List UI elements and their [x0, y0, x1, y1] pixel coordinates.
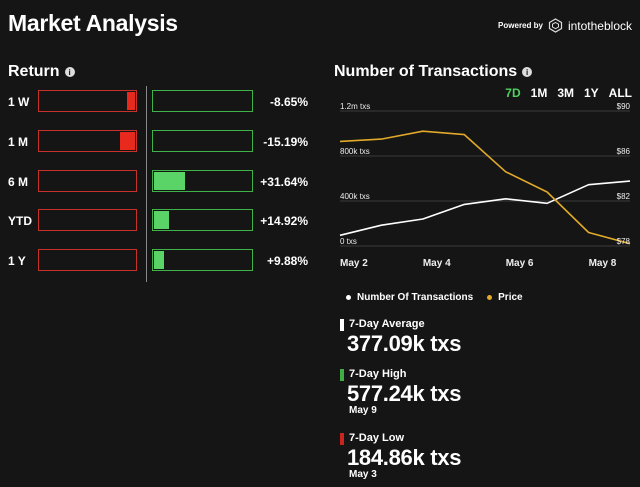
return-value: +14.92% [260, 214, 308, 228]
positive-return-fill [154, 172, 185, 190]
powered-by[interactable]: Powered by intotheblock [498, 18, 632, 33]
return-row: 1 Y +9.88% [0, 249, 330, 273]
return-heading: Return i [8, 63, 75, 81]
negative-return-bar [38, 249, 137, 271]
stat-average-bar [340, 319, 344, 331]
stat-average-value: 377.09k txs [347, 331, 462, 356]
y-left-tick-label: 400k txs [340, 192, 370, 201]
return-value: +9.88% [266, 254, 308, 268]
y-right-tick-label: $90 [617, 102, 631, 111]
stat-low-label: 7-Day Low [349, 432, 405, 444]
legend-transactions-label: Number Of Transactions [357, 292, 474, 303]
intotheblock-logo-icon [548, 18, 563, 33]
negative-return-fill [120, 132, 135, 150]
transactions-title: Number of Transactions [334, 63, 518, 80]
info-icon[interactable]: i [522, 67, 533, 77]
brand-name: intotheblock [567, 18, 632, 33]
x-tick-label: May 6 [506, 258, 534, 269]
legend-transactions[interactable]: Number Of Transactions [346, 292, 473, 303]
info-icon[interactable]: i [64, 67, 75, 77]
return-value: +31.64% [260, 175, 308, 189]
powered-by-label: Powered by [498, 21, 543, 30]
legend-dot-white [346, 294, 351, 300]
stat-high-label: 7-Day High [349, 368, 407, 380]
stat-average-label: 7-Day Average [349, 318, 425, 330]
legend-price-label: Price [498, 292, 523, 303]
stat-high-value: 577.24k txs [347, 381, 462, 406]
return-row: 6 M +31.64% [0, 170, 330, 194]
positive-return-bar [152, 209, 253, 231]
positive-return-bar [152, 90, 253, 112]
negative-return-bar [38, 209, 137, 231]
positive-return-bar [152, 130, 253, 152]
timeframe-all[interactable]: ALL [608, 86, 632, 100]
timeframe-7d[interactable]: 7D [505, 86, 521, 100]
positive-return-fill [154, 211, 169, 229]
legend-dot-orange [487, 294, 493, 300]
stat-low-value: 184.86k txs [347, 445, 462, 470]
y-right-tick-label: $86 [617, 147, 631, 156]
y-right-tick-label: $82 [617, 192, 631, 201]
return-row: 1 M -15.19% [0, 130, 330, 154]
negative-return-fill [127, 92, 135, 110]
stat-low-date: May 3 [349, 469, 377, 480]
negative-return-bar [38, 170, 137, 192]
positive-return-bar [152, 170, 253, 192]
return-row: YTD +14.92% [0, 209, 330, 233]
timeframe-selector: 7D 1M 3M 1Y ALL [505, 86, 632, 100]
negative-return-bar [38, 90, 137, 112]
stat-low-bar [340, 433, 344, 445]
y-left-tick-label: 0 txs [340, 237, 357, 246]
negative-return-bar [38, 130, 137, 152]
timeframe-3m[interactable]: 3M [557, 86, 574, 100]
return-period-label: YTD [8, 214, 32, 228]
page-title: Market Analysis [8, 10, 178, 36]
return-period-label: 6 M [8, 175, 29, 189]
return-axis-divider [146, 86, 147, 282]
return-period-label: 1 M [8, 135, 29, 149]
transactions-heading: Number of Transactions i [334, 63, 533, 81]
price-series-line[interactable] [339, 130, 631, 245]
stat-high-bar [340, 369, 344, 381]
legend-price[interactable]: Price [487, 292, 523, 303]
timeframe-1m[interactable]: 1M [530, 86, 548, 100]
x-tick-label: May 2 [340, 258, 368, 269]
return-title: Return [8, 63, 60, 80]
positive-return-fill [154, 251, 164, 269]
timeframe-1y[interactable]: 1Y [583, 86, 599, 100]
x-tick-label: May 8 [589, 258, 617, 269]
return-value: -15.19% [263, 135, 308, 149]
stat-high-date: May 9 [349, 405, 377, 416]
transactions-chart: 1.2m txs $90 800k txs $86 400k txs $82 0 txs $7… [339, 102, 631, 269]
return-period-label: 1 W [8, 95, 30, 109]
y-left-tick-label: 800k txs [340, 147, 370, 156]
return-period-label: 1 Y [8, 254, 26, 268]
transactions-series-line[interactable] [339, 180, 631, 237]
return-value: -8.65% [269, 95, 308, 109]
return-row: 1 W -8.65% [0, 90, 330, 114]
x-tick-label: May 4 [423, 258, 451, 269]
y-right-tick-label: $78 [617, 237, 631, 246]
y-left-tick-label: 1.2m txs [340, 102, 370, 111]
positive-return-bar [152, 249, 253, 271]
chart-legend: Number Of Transactions Price [346, 292, 523, 303]
